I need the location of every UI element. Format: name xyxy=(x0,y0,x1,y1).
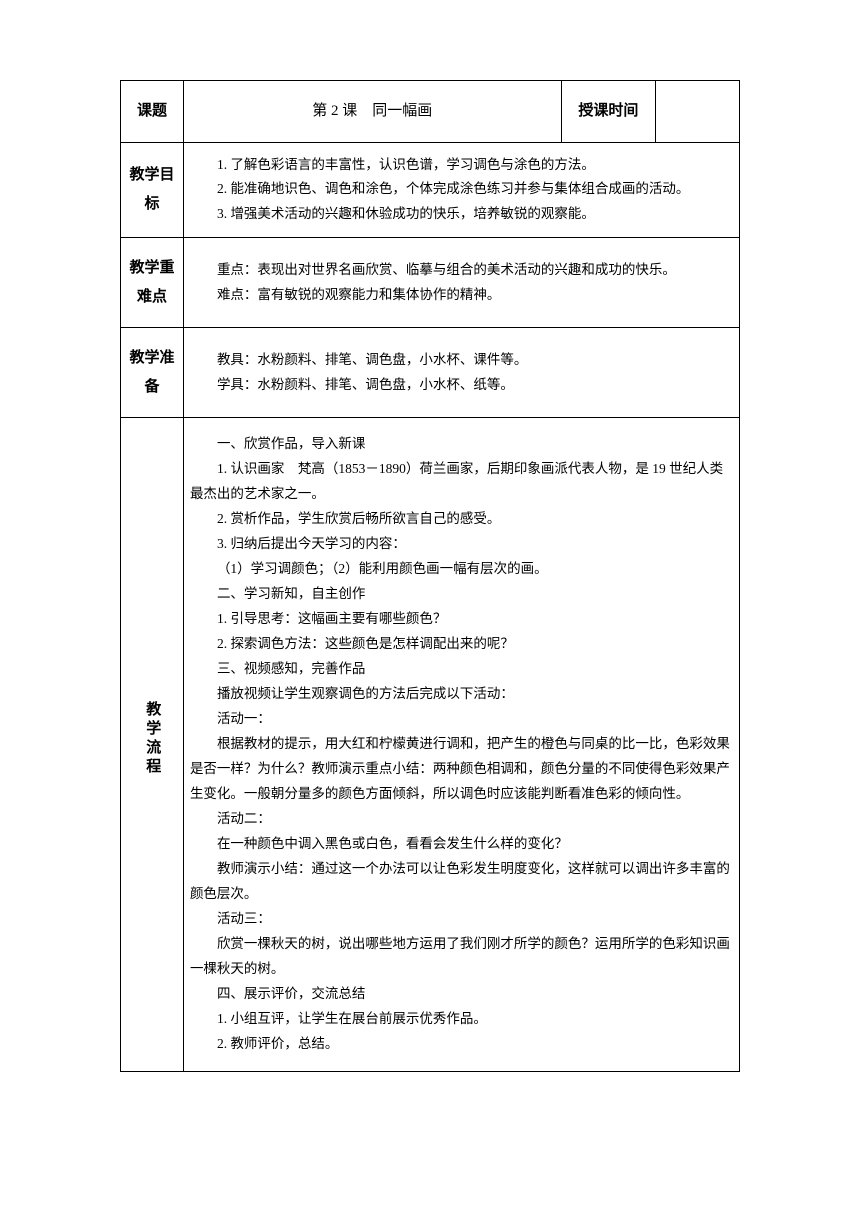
keypoint-text: 重点：表现出对世界名画欣赏、临摹与组合的美术活动的兴趣和成功的快乐。 xyxy=(190,258,733,283)
time-label: 授课时间 xyxy=(561,81,655,143)
prep-teacher: 教具：水粉颜料、排笔、调色盘，小水杯、课件等。 xyxy=(190,348,733,373)
process-content: 一、欣赏作品，导入新课 1. 认识画家 梵高（1853－1890）荷兰画家，后期… xyxy=(183,418,739,1071)
process-line: 活动二： xyxy=(190,807,733,832)
process-label: 教学流程 xyxy=(121,418,184,1071)
process-line: 活动三： xyxy=(190,907,733,932)
process-line: 2. 教师评价，总结。 xyxy=(190,1032,733,1057)
process-line: 活动一： xyxy=(190,707,733,732)
process-line: 一、欣赏作品，导入新课 xyxy=(190,432,733,457)
process-line: 1. 引导思考：这幅画主要有哪些颜色？ xyxy=(190,607,733,632)
process-line: 1. 认识画家 梵高（1853－1890）荷兰画家，后期印象画派代表人物，是 1… xyxy=(190,457,733,507)
process-line: 播放视频让学生观察调色的方法后完成以下活动： xyxy=(190,682,733,707)
process-line: 四、展示评价，交流总结 xyxy=(190,982,733,1007)
objective-item: 3. 增强美术活动的兴趣和休验成功的快乐，培养敏锐的观察能。 xyxy=(190,202,733,227)
process-line: 1. 小组互评，让学生在展台前展示优秀作品。 xyxy=(190,1007,733,1032)
objective-item: 1. 了解色彩语言的丰富性，认识色谱，学习调色与涂色的方法。 xyxy=(190,153,733,178)
process-line: （1）学习调颜色；（2）能利用颜色画一幅有层次的画。 xyxy=(190,557,733,582)
process-line: 3. 归纳后提出今天学习的内容： xyxy=(190,532,733,557)
topic-label: 课题 xyxy=(121,81,184,143)
process-line: 2. 赏析作品，学生欣赏后畅所欲言自己的感受。 xyxy=(190,507,733,532)
prep-label: 教学准备 xyxy=(121,328,184,418)
process-line: 二、学习新知，自主创作 xyxy=(190,582,733,607)
objective-item: 2. 能准确地识色、调色和涂色，个体完成涂色练习并参与集体组合成画的活动。 xyxy=(190,177,733,202)
difficulty-text: 难点：富有敏锐的观察能力和集体协作的精神。 xyxy=(190,283,733,308)
process-line: 三、视频感知，完善作品 xyxy=(190,657,733,682)
objectives-content: 1. 了解色彩语言的丰富性，认识色谱，学习调色与涂色的方法。 2. 能准确地识色… xyxy=(183,142,739,238)
prep-student: 学具：水粉颜料、排笔、调色盘，小水杯、纸等。 xyxy=(190,373,733,398)
keypoints-content: 重点：表现出对世界名画欣赏、临摹与组合的美术活动的兴趣和成功的快乐。 难点：富有… xyxy=(183,238,739,328)
process-line: 教师演示小结：通过这一个办法可以让色彩发生明度变化，这样就可以调出许多丰富的颜色… xyxy=(190,857,733,907)
lesson-plan-table: 课题 第 2 课 同一幅画 授课时间 教学目标 1. 了解色彩语言的丰富性，认识… xyxy=(120,80,740,1072)
time-value xyxy=(656,81,740,143)
process-line: 根据教材的提示，用大红和柠檬黄进行调和，把产生的橙色与同桌的比一比，色彩效果是否… xyxy=(190,732,733,807)
process-line: 在一种颜色中调入黑色或白色，看看会发生什么样的变化？ xyxy=(190,832,733,857)
objectives-label: 教学目标 xyxy=(121,142,184,238)
process-line: 2. 探索调色方法：这些颜色是怎样调配出来的呢？ xyxy=(190,632,733,657)
keypoints-label: 教学重难点 xyxy=(121,238,184,328)
topic-value: 第 2 课 同一幅画 xyxy=(183,81,561,143)
prep-content: 教具：水粉颜料、排笔、调色盘，小水杯、课件等。 学具：水粉颜料、排笔、调色盘，小… xyxy=(183,328,739,418)
process-line: 欣赏一棵秋天的树，说出哪些地方运用了我们刚才所学的颜色？运用所学的色彩知识画一棵… xyxy=(190,932,733,982)
